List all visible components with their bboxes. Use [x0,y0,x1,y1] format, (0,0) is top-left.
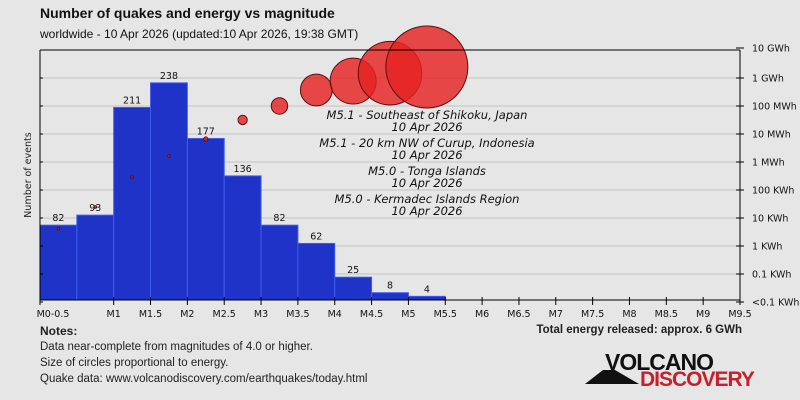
logo-line1: VOLCANO [605,349,713,375]
x-tick-label: M8.5 [655,309,678,320]
annotation-date: 10 Apr 2026 [391,148,462,162]
bar-label: 238 [160,71,178,82]
x-tick-label: M2.5 [213,309,236,320]
x-tick-label: M4 [328,309,342,320]
annotation-date: 10 Apr 2026 [391,204,462,218]
x-tick-label: M5 [401,309,415,320]
bar-label: 4 [424,284,430,295]
note-line: Quake data: www.volcanodiscovery.com/ear… [40,373,368,385]
annotation-quake: M5.0 - Tonga Islands [368,164,486,178]
annotation-date: 10 Apr 2026 [391,176,462,190]
x-tick-label: M1.5 [139,309,162,320]
x-tick-label: M7 [549,309,563,320]
x-tick-label: M3 [254,309,268,320]
x-tick-label: M4.5 [360,309,383,320]
bar-label: 62 [310,231,322,242]
x-tick-label: M9 [696,309,710,320]
bar [334,276,373,301]
x-tick-label: M3.5 [286,309,309,320]
annotation-quake: M5.1 - 20 km NW of Curup, Indonesia [319,136,534,150]
volcano-icon [585,370,639,384]
bar [371,292,409,301]
bar-label: 82 [52,213,64,224]
energy-tick-label: 1 MWh [752,158,785,169]
energy-circle [385,25,469,109]
x-tick-label: M6.5 [507,309,530,320]
energy-tick-label: 10 GWh [752,44,790,55]
bar [39,224,78,301]
energy-circle [203,136,209,142]
bar [186,138,225,301]
energy-circle [56,226,61,231]
logo-line2: DISCOVERY [640,368,755,390]
energy-circle [130,175,134,179]
bar [297,242,336,301]
energy-tick-label: 10 KWh [752,214,788,225]
energy-circle [93,205,98,209]
energy-tick-label: <0.1 KWh [752,298,799,309]
bar [260,224,299,301]
x-tick-label: M2 [180,309,194,320]
energy-tick-label: 10 MWh [752,130,791,141]
energy-tick-label: 100 MWh [752,102,797,113]
bar-label: 8 [387,281,393,292]
y-axis-label: Number of events [23,132,34,217]
x-tick-label: M8 [622,309,636,320]
energy-tick-label: 100 KWh [752,186,794,197]
bar [407,295,446,301]
notes-heading: Notes: [40,324,78,338]
annotation-quake: M5.1 - Southeast of Shikoku, Japan [327,108,528,122]
chart-subtitle: worldwide - 10 Apr 2026 (updated:10 Apr … [40,27,359,41]
energy-tick-label: 1 KWh [752,242,782,253]
note-line: Size of circles proportional to energy. [40,357,229,369]
note-line: Data near-complete from magnitudes of 4.… [40,341,313,353]
energy-circle [167,154,171,158]
x-tick-label: M1 [107,309,121,320]
energy-circle [237,114,248,126]
chart-title: Number of quakes and energy vs magnitude [40,5,335,21]
x-tick-label: M6 [475,309,489,320]
bar-label: 25 [347,265,359,276]
energy-tick-label: 0.1 KWh [752,270,791,281]
bar-label: 211 [123,95,141,106]
total-energy: Total energy released: approx. 6 GWh [536,324,742,336]
x-tick-label: M7.5 [581,309,604,320]
x-tick-label: M0-0.5 [37,309,70,320]
x-tick-label: M9.5 [728,309,751,320]
energy-circle [270,97,289,115]
annotation-date: 10 Apr 2026 [391,120,462,134]
x-tick-label: M5.5 [434,309,457,320]
bar [223,175,262,301]
bar-label: 82 [273,213,285,224]
annotation-quake: M5.0 - Kermadec Islands Region [335,192,520,206]
energy-tick-label: 1 GWh [752,74,784,85]
bar [76,214,115,301]
bar [150,82,188,301]
volcanodiscovery-logo[interactable]: VOLCANO DISCOVERY [585,348,755,390]
bar-label: 177 [197,127,215,138]
energy-circle [299,73,333,107]
bar [113,106,152,301]
bar-label: 136 [234,164,252,175]
